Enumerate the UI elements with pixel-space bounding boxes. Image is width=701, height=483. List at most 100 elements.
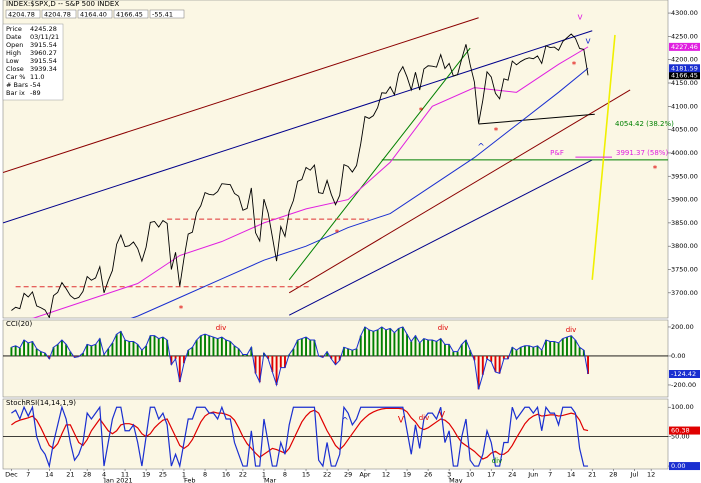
bar [351, 350, 354, 356]
x-tick-label: Dec [5, 471, 18, 479]
month-label: Jan 2021 [103, 477, 133, 483]
bar [338, 355, 341, 361]
bar [31, 341, 34, 356]
x-tick-label: 28 [83, 471, 91, 479]
x-tick-label: 1 [262, 471, 266, 479]
last-value-badge [669, 64, 700, 73]
bar [254, 355, 257, 374]
bar [549, 341, 552, 356]
bar [380, 326, 383, 356]
annotation: * [572, 61, 577, 71]
bar [439, 338, 442, 356]
month-label: Mar [264, 477, 277, 483]
bar [233, 345, 236, 356]
bar [52, 347, 55, 356]
bar [334, 355, 337, 365]
bar [490, 355, 493, 362]
quote: -55.41 [152, 11, 173, 19]
bar [107, 348, 110, 356]
info-label: Price [6, 25, 22, 33]
x-tick-label: Apr [359, 471, 371, 479]
bar [456, 351, 459, 356]
bar [250, 347, 253, 356]
bar [241, 354, 244, 356]
bar [119, 331, 122, 356]
bar [166, 340, 169, 356]
y-tick-label: 3800.00 [671, 242, 698, 250]
bar [427, 340, 430, 356]
bar [368, 329, 371, 356]
last-value-label: 60.38 [671, 427, 690, 435]
series-line [32, 46, 589, 318]
bar [18, 347, 21, 356]
bar [300, 338, 303, 356]
bar [161, 337, 164, 356]
x-tick-label: 7 [26, 471, 30, 479]
x-tick-label: 16 [222, 471, 230, 479]
bar [178, 355, 181, 383]
trendline [288, 89, 631, 294]
last-value-badge [669, 42, 700, 51]
bar [406, 334, 408, 356]
annotation: div [216, 324, 227, 332]
series-line [11, 405, 589, 469]
bar [511, 347, 514, 356]
y-tick-label: 100.00 [671, 403, 694, 411]
info-value: 03/11/21 [30, 33, 59, 41]
y-tick-label: 4050.00 [671, 126, 698, 134]
bar [305, 337, 307, 356]
bar [540, 350, 543, 356]
plot-area [3, 405, 668, 469]
bar [422, 338, 425, 356]
bar [267, 355, 270, 359]
info-value: -89 [30, 89, 41, 97]
info-value: 3915.54 [30, 41, 57, 49]
bar [136, 344, 139, 356]
y-tick-label: 4150.00 [671, 79, 698, 87]
bar [124, 340, 127, 356]
bar [296, 340, 299, 356]
x-tick-label: 19 [403, 471, 411, 479]
y-tick-label: 4300.00 [671, 9, 698, 17]
bar [82, 353, 84, 356]
bar [39, 351, 42, 356]
x-tick-label: 4 [102, 471, 106, 479]
month-label: May [449, 477, 463, 483]
bar [313, 340, 316, 356]
bar [199, 335, 202, 356]
annotation: div [419, 414, 430, 422]
bar [557, 342, 560, 356]
annotation: * [179, 305, 184, 315]
series-line [11, 33, 589, 318]
bar [330, 355, 333, 359]
bar [279, 355, 282, 368]
bar [225, 340, 228, 356]
bar [326, 351, 329, 356]
bar [216, 338, 219, 356]
x-tick-label: 8 [203, 471, 207, 479]
bar [435, 341, 438, 356]
bar [481, 355, 484, 375]
x-tick-label: Jul [629, 471, 638, 479]
bar [275, 355, 278, 385]
x-tick-label: 1 [182, 471, 186, 479]
bar [532, 347, 535, 356]
bar [140, 350, 143, 356]
bar [10, 347, 13, 356]
annotation: * [335, 229, 340, 239]
bar [498, 355, 501, 374]
y-tick-label: 4200.00 [671, 56, 698, 64]
info-value: 3960.27 [30, 49, 57, 57]
trendline [478, 113, 595, 125]
bar [519, 347, 522, 356]
info-label: Car % [6, 73, 25, 81]
bar [284, 355, 286, 368]
bar [23, 340, 25, 356]
trendline [3, 17, 479, 173]
bar [56, 344, 59, 356]
bar [376, 329, 379, 356]
x-tick-label: 22 [323, 471, 331, 479]
info-value: 3915.54 [30, 57, 57, 65]
bar [544, 340, 547, 356]
